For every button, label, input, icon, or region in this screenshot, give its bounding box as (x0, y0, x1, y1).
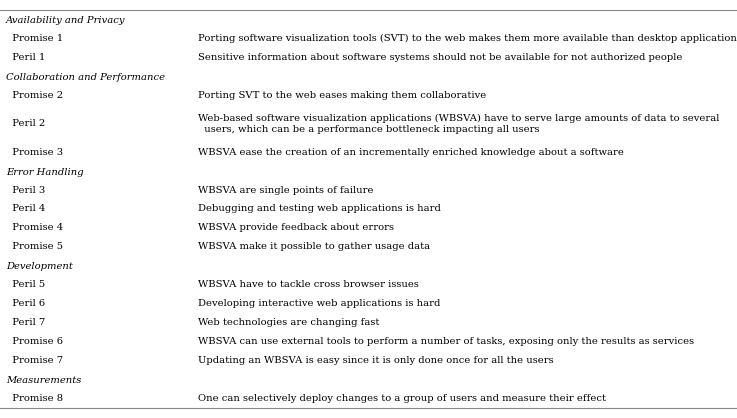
Text: Peril 6: Peril 6 (6, 299, 45, 308)
Text: Porting software visualization tools (SVT) to the web makes them more available : Porting software visualization tools (SV… (198, 34, 737, 43)
Text: Web-based software visualization applications (WBSVA) have to serve large amount: Web-based software visualization applica… (198, 114, 719, 134)
Text: Peril 1: Peril 1 (6, 53, 45, 62)
Text: WBSVA have to tackle cross browser issues: WBSVA have to tackle cross browser issue… (198, 280, 419, 289)
Text: Promise 1: Promise 1 (6, 34, 63, 43)
Text: Peril 4: Peril 4 (6, 204, 45, 214)
Text: Promise 4: Promise 4 (6, 223, 63, 232)
Text: Error Handling: Error Handling (6, 168, 83, 177)
Text: Updating an WBSVA is easy since it is only done once for all the users: Updating an WBSVA is easy since it is on… (198, 356, 553, 365)
Text: One can selectively deploy changes to a group of users and measure their effect: One can selectively deploy changes to a … (198, 394, 606, 403)
Text: Promise 3: Promise 3 (6, 148, 63, 157)
Text: WBSVA ease the creation of an incrementally enriched knowledge about a software: WBSVA ease the creation of an incrementa… (198, 148, 624, 157)
Text: Promise 2: Promise 2 (6, 91, 63, 100)
Text: Promise 5: Promise 5 (6, 242, 63, 251)
Text: WBSVA can use external tools to perform a number of tasks, exposing only the res: WBSVA can use external tools to perform … (198, 337, 694, 346)
Text: Sensitive information about software systems should not be available for not aut: Sensitive information about software sys… (198, 53, 682, 62)
Text: Promise 8: Promise 8 (6, 394, 63, 403)
Text: Availability and Privacy: Availability and Privacy (6, 16, 125, 25)
Text: Web technologies are changing fast: Web technologies are changing fast (198, 318, 379, 327)
Text: WBSVA make it possible to gather usage data: WBSVA make it possible to gather usage d… (198, 242, 430, 251)
Text: Promise 6: Promise 6 (6, 337, 63, 346)
Text: Peril 5: Peril 5 (6, 280, 45, 289)
Text: Development: Development (6, 262, 73, 271)
Text: WBSVA are single points of failure: WBSVA are single points of failure (198, 186, 373, 195)
Text: Debugging and testing web applications is hard: Debugging and testing web applications i… (198, 204, 441, 214)
Text: Developing interactive web applications is hard: Developing interactive web applications … (198, 299, 440, 308)
Text: Peril 3: Peril 3 (6, 186, 45, 195)
Text: WBSVA provide feedback about errors: WBSVA provide feedback about errors (198, 223, 394, 232)
Text: Peril 7: Peril 7 (6, 318, 45, 327)
Text: Measurements: Measurements (6, 376, 81, 385)
Text: Collaboration and Performance: Collaboration and Performance (6, 73, 165, 82)
Text: Promise 7: Promise 7 (6, 356, 63, 365)
Text: Porting SVT to the web eases making them collaborative: Porting SVT to the web eases making them… (198, 91, 486, 100)
Text: Peril 2: Peril 2 (6, 120, 45, 128)
